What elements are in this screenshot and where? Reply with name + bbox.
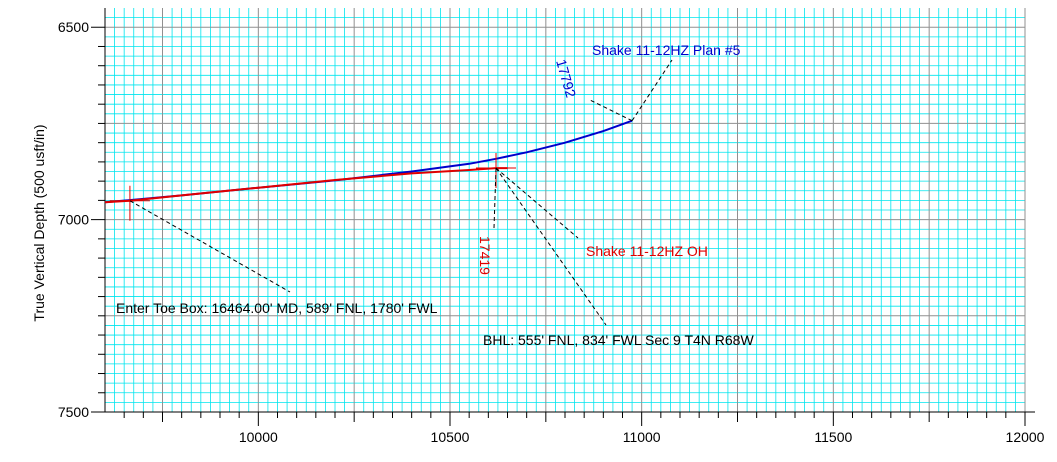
y-tick-label: 6500: [58, 19, 89, 35]
toe-box-label: Enter Toe Box: 16464.00' MD, 589' FNL, 1…: [116, 300, 438, 316]
plan-md-label: 17792: [553, 57, 579, 99]
x-tick-label: 10500: [431, 429, 470, 445]
axes: 10000 10500 11000 11500 12000 6500 7000 7500: [58, 8, 1045, 445]
y-tick-label: 7500: [58, 404, 89, 420]
x-tick-label: 12000: [1006, 429, 1045, 445]
oh-series-line: [104, 167, 508, 204]
y-axis-label: True Vertical Depth (500 usft/in): [31, 124, 47, 321]
leader-bhl: [495, 167, 607, 326]
series-layer: [104, 119, 633, 221]
x-tick-label: 11500: [814, 429, 852, 445]
leader-plan-label: [631, 59, 673, 122]
bhl-label: BHL: 555' FNL, 834' FWL Sec 9 T4N R68W: [483, 332, 754, 348]
x-tick-label: 11000: [623, 429, 661, 445]
x-tick-label: 10000: [239, 429, 278, 445]
oh-series-label: Shake 11-12HZ OH: [586, 243, 708, 259]
leader-plan-md: [589, 99, 633, 122]
annotations: [129, 59, 673, 326]
leader-toe-box: [129, 200, 291, 293]
leader-oh-label: [495, 167, 579, 239]
plan-series-label: Shake 11-12HZ Plan #5: [592, 42, 741, 58]
grid: [105, 8, 1026, 412]
y-tick-label: 7000: [58, 212, 89, 228]
leader-oh-md: [493, 168, 497, 229]
oh-md-label: 17419: [477, 236, 493, 275]
